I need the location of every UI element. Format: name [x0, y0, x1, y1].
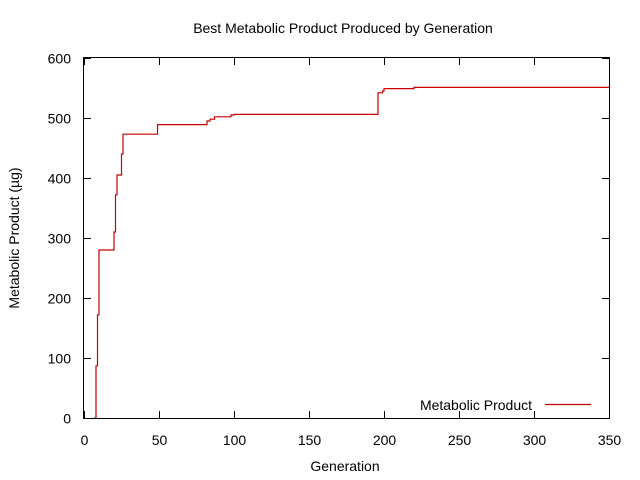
y-axis-label: Metabolic Product (µg) — [6, 167, 22, 308]
x-tick-label: 250 — [448, 432, 472, 448]
x-tick-label: 150 — [298, 432, 322, 448]
chart-title: Best Metabolic Product Produced by Gener… — [193, 20, 493, 36]
series-line — [94, 86, 609, 419]
x-tick-label: 50 — [152, 432, 168, 448]
x-tick-label: 350 — [598, 432, 622, 448]
y-tick-label: 500 — [48, 111, 72, 127]
y-tick-label: 100 — [48, 351, 72, 367]
y-tick-label: 600 — [48, 51, 72, 67]
y-tick-label: 300 — [48, 231, 72, 247]
legend: Metabolic Product — [420, 397, 591, 413]
y-tick-label: 200 — [48, 291, 72, 307]
plot-frame — [83, 57, 610, 419]
y-tick-label: 0 — [63, 411, 71, 427]
x-axis-label: Generation — [310, 458, 379, 474]
x-tick-label: 100 — [223, 432, 247, 448]
legend-label: Metabolic Product — [420, 397, 532, 413]
y-tick-label: 400 — [48, 171, 72, 187]
x-tick-label: 0 — [81, 432, 89, 448]
x-tick-label: 300 — [523, 432, 547, 448]
x-tick-label: 200 — [373, 432, 397, 448]
